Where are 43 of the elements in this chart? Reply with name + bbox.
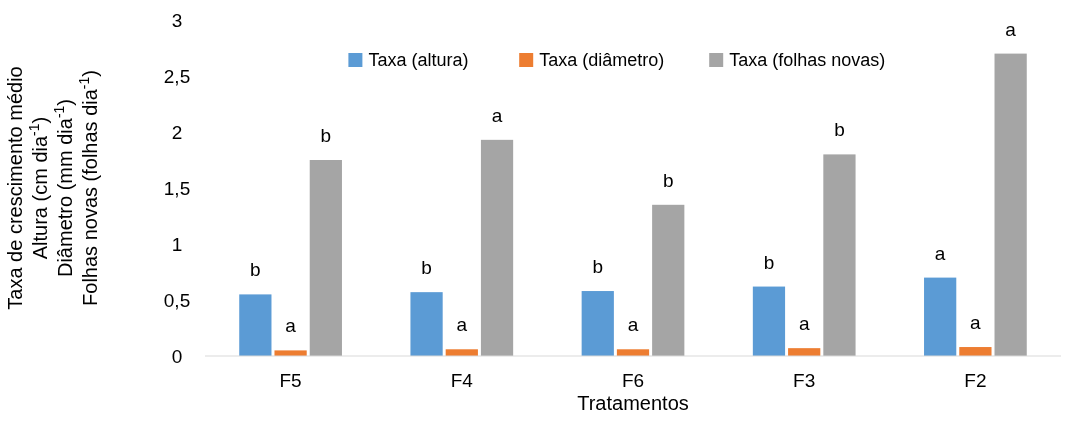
- bar: [959, 347, 992, 356]
- x-tick-label: F4: [450, 369, 474, 391]
- bar: [309, 160, 342, 356]
- legend-label: Taxa (folhas novas): [729, 50, 886, 71]
- data-label: a: [285, 315, 297, 337]
- bar: [410, 292, 443, 356]
- y-tick-label: 1,5: [163, 177, 191, 199]
- y-tick-label: 1: [171, 233, 183, 255]
- x-tick-label: F5: [279, 369, 302, 391]
- data-label: b: [421, 257, 432, 279]
- bar: [994, 53, 1027, 356]
- x-tick-label: F3: [793, 369, 816, 391]
- legend-label: Taxa (diâmetro): [539, 50, 665, 71]
- legend-label: Taxa (altura): [368, 50, 469, 71]
- bar: [239, 294, 272, 356]
- x-tick-label: F6: [621, 369, 645, 391]
- data-label: b: [763, 251, 775, 273]
- data-label: a: [1005, 18, 1017, 40]
- data-label: a: [491, 104, 503, 126]
- bar: [652, 204, 685, 356]
- data-label: a: [934, 242, 946, 264]
- bar: [823, 154, 856, 356]
- data-label: a: [456, 314, 468, 336]
- y-tick-label: 2,5: [163, 65, 191, 87]
- y-tick-label: 0: [171, 345, 183, 367]
- y-tick-label: 2: [171, 121, 183, 143]
- bar: [752, 286, 786, 356]
- data-label: b: [320, 125, 332, 146]
- data-label: b: [834, 119, 845, 141]
- data-label: a: [798, 313, 810, 335]
- bar: [581, 291, 614, 356]
- bar: [924, 277, 957, 356]
- y-tick-label: 3: [171, 9, 183, 31]
- y-tick-label: 0,5: [163, 289, 191, 311]
- data-label: b: [592, 256, 604, 278]
- data-label: b: [250, 259, 261, 281]
- x-axis-title: Tratamentos: [577, 392, 689, 414]
- bar: [274, 350, 307, 356]
- bar: [480, 139, 514, 356]
- data-label: a: [627, 314, 639, 336]
- data-label: b: [662, 169, 674, 191]
- data-label: a: [970, 312, 982, 334]
- x-tick-label: F2: [964, 369, 987, 391]
